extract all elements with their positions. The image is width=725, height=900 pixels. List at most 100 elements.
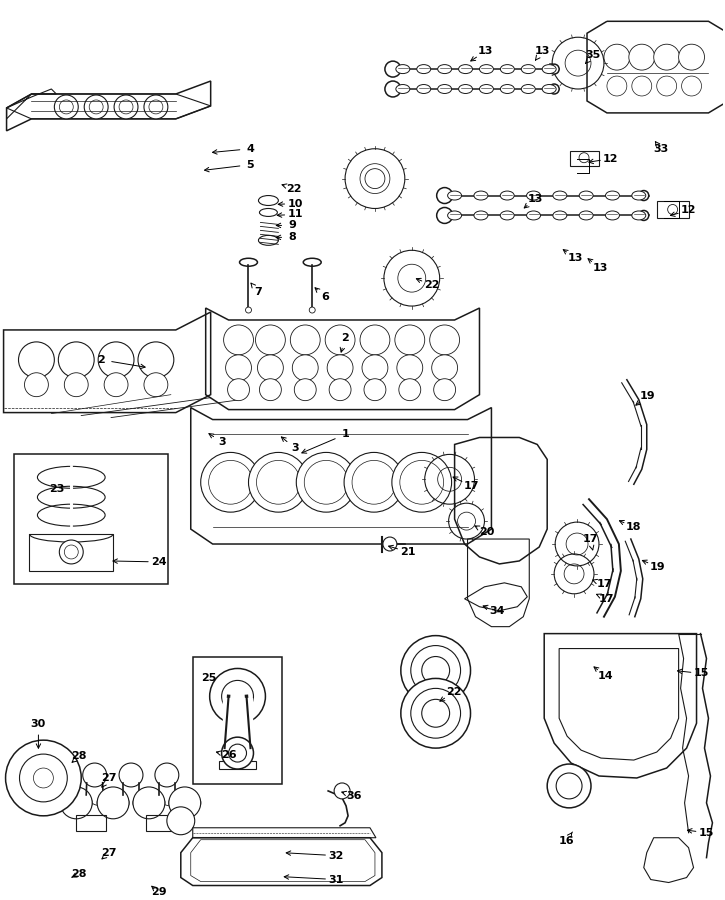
Ellipse shape xyxy=(459,65,473,74)
Circle shape xyxy=(401,679,471,748)
Text: 30: 30 xyxy=(30,719,46,729)
Circle shape xyxy=(422,699,450,727)
Text: 14: 14 xyxy=(598,671,614,681)
Ellipse shape xyxy=(417,65,431,74)
Ellipse shape xyxy=(553,211,567,220)
Circle shape xyxy=(84,95,108,119)
Text: 10: 10 xyxy=(288,199,303,209)
Ellipse shape xyxy=(396,65,410,74)
Ellipse shape xyxy=(417,85,431,94)
Text: 12: 12 xyxy=(681,205,696,215)
Circle shape xyxy=(631,76,652,96)
Circle shape xyxy=(310,307,315,313)
Text: 25: 25 xyxy=(201,673,216,683)
Circle shape xyxy=(97,787,129,819)
Ellipse shape xyxy=(479,85,494,94)
Text: 13: 13 xyxy=(592,263,608,274)
Text: 17: 17 xyxy=(582,534,597,544)
Ellipse shape xyxy=(500,211,514,220)
Text: 31: 31 xyxy=(328,875,344,885)
Circle shape xyxy=(434,379,455,400)
Text: 11: 11 xyxy=(288,210,303,220)
Circle shape xyxy=(360,325,390,355)
Circle shape xyxy=(167,807,195,834)
Ellipse shape xyxy=(60,792,92,814)
Text: 36: 36 xyxy=(347,791,362,801)
Ellipse shape xyxy=(447,211,462,220)
Text: 12: 12 xyxy=(603,154,618,164)
Text: 21: 21 xyxy=(400,547,415,557)
Bar xyxy=(14,454,168,584)
Circle shape xyxy=(201,453,260,512)
Circle shape xyxy=(657,76,676,96)
Text: 26: 26 xyxy=(221,750,236,760)
Ellipse shape xyxy=(500,65,514,74)
Circle shape xyxy=(222,737,254,769)
Circle shape xyxy=(679,44,705,70)
Ellipse shape xyxy=(605,211,619,220)
Ellipse shape xyxy=(396,85,410,94)
Circle shape xyxy=(654,44,679,70)
Bar xyxy=(193,656,282,784)
Ellipse shape xyxy=(438,85,452,94)
Circle shape xyxy=(225,355,252,381)
Text: 27: 27 xyxy=(102,848,117,858)
Circle shape xyxy=(144,373,168,397)
Circle shape xyxy=(431,355,457,381)
Circle shape xyxy=(629,44,655,70)
Text: 28: 28 xyxy=(72,868,87,878)
Ellipse shape xyxy=(542,65,556,74)
Text: 8: 8 xyxy=(289,232,297,242)
Text: 17: 17 xyxy=(596,579,612,589)
Circle shape xyxy=(54,95,78,119)
Text: 34: 34 xyxy=(489,606,505,616)
Circle shape xyxy=(385,61,401,77)
Text: 15: 15 xyxy=(694,669,709,679)
Circle shape xyxy=(344,453,404,512)
Text: 22: 22 xyxy=(424,280,439,290)
Text: 28: 28 xyxy=(72,752,87,761)
Circle shape xyxy=(547,764,591,808)
Text: 3: 3 xyxy=(219,437,226,447)
Ellipse shape xyxy=(605,191,619,200)
Circle shape xyxy=(365,168,385,189)
Circle shape xyxy=(294,379,316,400)
Circle shape xyxy=(155,763,179,787)
Ellipse shape xyxy=(579,191,593,200)
Text: 13: 13 xyxy=(528,194,543,203)
Ellipse shape xyxy=(459,85,473,94)
Circle shape xyxy=(401,635,471,706)
Text: 15: 15 xyxy=(699,828,714,838)
Ellipse shape xyxy=(521,65,535,74)
Circle shape xyxy=(257,355,283,381)
Ellipse shape xyxy=(500,191,514,200)
Ellipse shape xyxy=(500,85,514,94)
Text: 13: 13 xyxy=(534,46,550,56)
Circle shape xyxy=(399,379,420,400)
Circle shape xyxy=(297,453,356,512)
Circle shape xyxy=(138,342,174,378)
Ellipse shape xyxy=(169,792,201,814)
Text: 19: 19 xyxy=(650,562,666,572)
Circle shape xyxy=(169,787,201,819)
Ellipse shape xyxy=(631,211,646,220)
Ellipse shape xyxy=(579,211,593,220)
Circle shape xyxy=(639,191,649,201)
Text: 35: 35 xyxy=(585,50,600,60)
Text: 5: 5 xyxy=(247,159,254,170)
Circle shape xyxy=(607,76,627,96)
Circle shape xyxy=(327,355,353,381)
Circle shape xyxy=(249,453,308,512)
Circle shape xyxy=(223,325,254,355)
Text: 29: 29 xyxy=(151,887,167,897)
Text: 18: 18 xyxy=(626,522,642,532)
Text: 7: 7 xyxy=(254,287,262,297)
Circle shape xyxy=(436,187,452,203)
Circle shape xyxy=(385,81,401,97)
Circle shape xyxy=(549,64,559,74)
Ellipse shape xyxy=(553,191,567,200)
Text: 2: 2 xyxy=(97,355,105,365)
Text: 32: 32 xyxy=(328,850,344,860)
Circle shape xyxy=(334,783,350,799)
Circle shape xyxy=(144,95,168,119)
